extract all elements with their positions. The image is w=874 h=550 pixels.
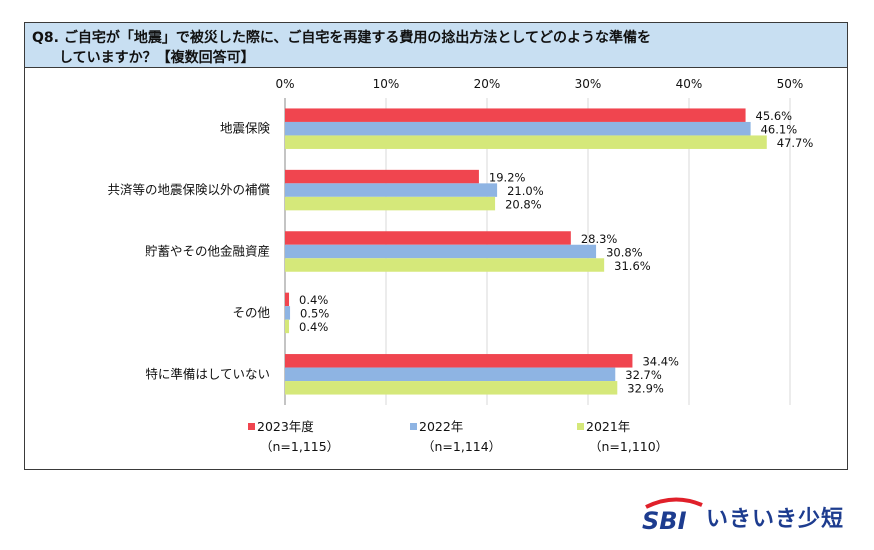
question-header: Q8. ご自宅が「地震」で被災した際に、ご自宅を再建する費用の捻出方法としてどの… [25,23,847,68]
data-label: 28.3% [581,232,618,246]
bar [285,381,618,395]
data-label: 0.4% [299,293,328,307]
category-label: 地震保険 [220,121,271,136]
bar [285,367,616,382]
data-label: 32.9% [627,382,664,396]
category-label: 共済等の地震保険以外の補償 [107,182,270,197]
data-label: 0.5% [300,307,329,321]
category-label: その他 [232,305,270,320]
x-tick-label: 30% [575,77,602,91]
bar [285,183,498,197]
bar [285,319,290,334]
bar [285,121,751,136]
bar [285,135,767,149]
data-label: 0.4% [299,320,328,334]
x-tick-label: 0% [275,77,294,91]
data-label: 31.6% [614,259,651,273]
legend-n-label: （n=1,110） [589,439,668,454]
data-label: 47.7% [777,136,814,150]
svg-text:SBI: SBI [642,507,687,533]
bar-chart: 0% 10% 20% 30% 40% 50% 地震保険 45.6%46.1%47.7% 共済等の… [107,77,814,454]
logo-wordmark: いきいき少短 [706,507,845,532]
data-label: 21.0% [507,184,544,198]
question-title-line2: していますか？【複数回答可】 [59,50,255,66]
bar [285,292,290,307]
data-label: 34.4% [642,355,679,369]
x-tick-label: 50% [777,77,804,91]
sbi-logo-mark-icon: SBI [642,497,703,533]
legend-swatch [577,423,584,430]
bar [285,231,571,245]
legend-label: 2023年度 [257,419,314,434]
data-label: 19.2% [489,170,526,184]
data-label: 32.7% [625,368,662,382]
legend-n-label: （n=1,114） [422,439,501,454]
question-title-line1: Q8. ご自宅が「地震」で被災した際に、ご自宅を再建する費用の捻出方法としてどの… [32,30,651,46]
bar [285,244,597,259]
data-label: 20.8% [505,197,542,211]
chart-frame: Q8. ご自宅が「地震」で被災した際に、ご自宅を再建する費用の捻出方法としてどの… [24,22,848,470]
legend-label: 2022年 [419,419,463,434]
bar [285,258,605,272]
data-label: 46.1% [761,122,798,136]
x-tick-label: 10% [373,77,400,91]
x-tick-label: 20% [474,77,501,91]
data-label: 30.8% [606,245,643,259]
bar [285,108,746,122]
legend-label: 2021年 [586,419,630,434]
legend-n-label: （n=1,115） [260,439,339,454]
legend-swatch [248,423,255,430]
legend-swatch [410,423,417,430]
category-label: 貯蓄やその他金融資産 [145,244,270,259]
x-tick-label: 40% [676,77,703,91]
category-label: 特に準備はしていない [145,366,270,381]
bar [285,196,496,211]
bar [285,306,291,320]
bar [285,354,633,368]
data-label: 45.6% [756,109,793,123]
bar [285,169,479,184]
